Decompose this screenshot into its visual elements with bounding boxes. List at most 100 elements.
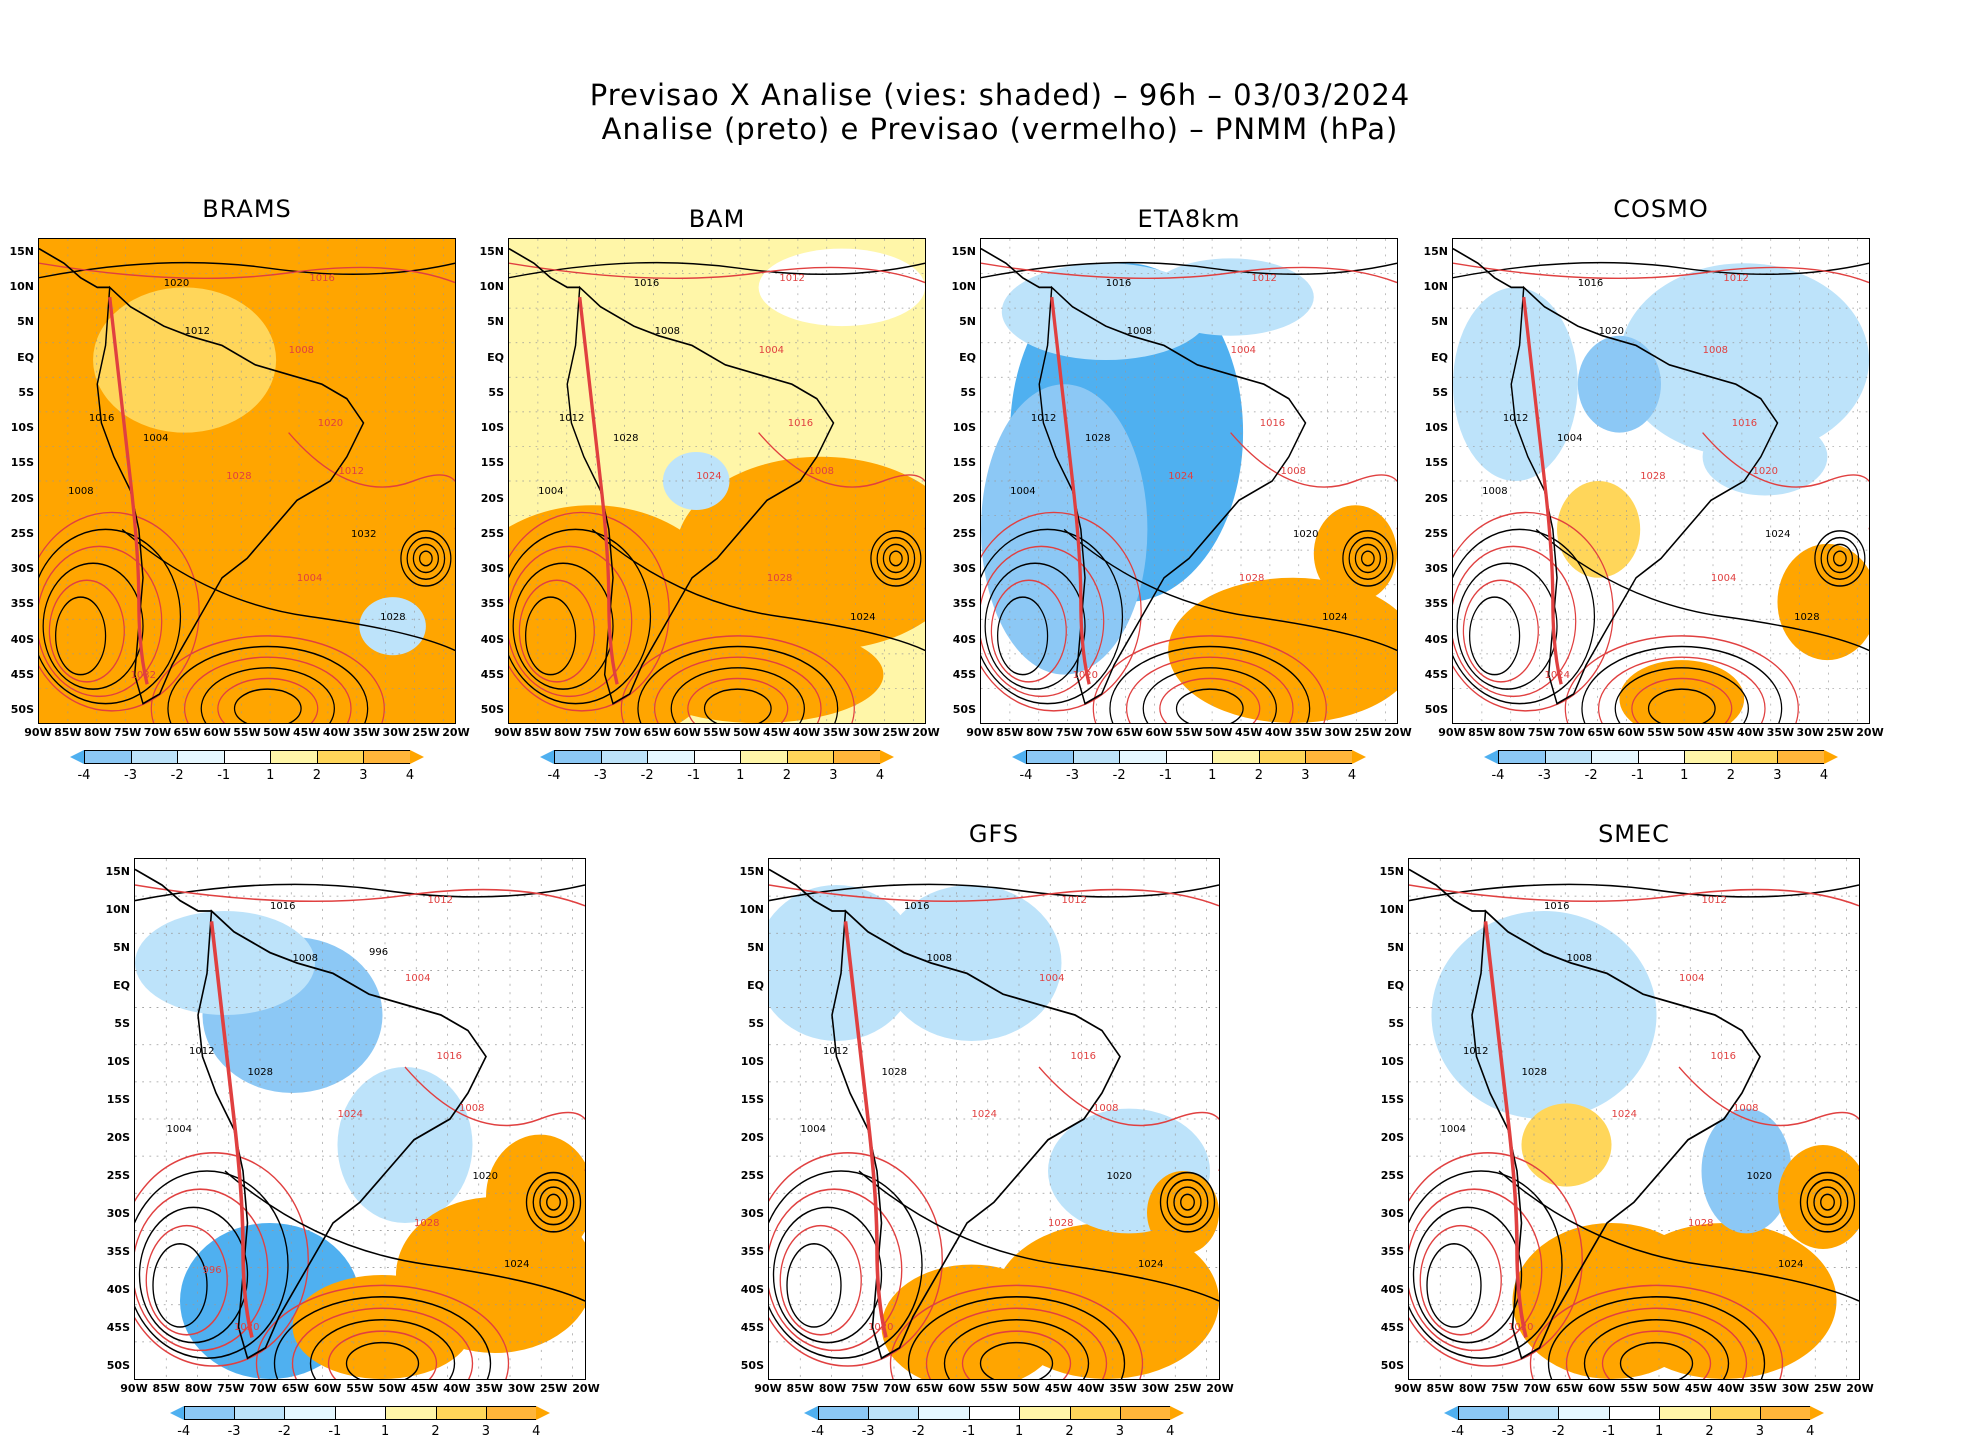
latitude-label: 20S [1380, 1131, 1404, 1144]
pressure-contour [167, 645, 369, 723]
longitude-label: 30W [1324, 726, 1352, 739]
contour-label: 996 [202, 1264, 222, 1276]
latitude-label: 5N [1431, 315, 1448, 329]
longitude-label: 55W [233, 726, 261, 739]
latitude-label: 25S [480, 526, 504, 540]
pressure-contour [150, 635, 385, 723]
colorbar-tick-label: 1 [266, 768, 275, 783]
pressure-contour [48, 579, 125, 683]
pressure-contour [509, 511, 670, 712]
pressure-contour [1453, 511, 1614, 712]
bias-colorbar: -4 -3 -2 -1 1 2 3 4 [69, 750, 424, 783]
bias-shading-area [359, 597, 426, 656]
colorbar-tick-label: 3 [1301, 768, 1310, 783]
pressure-contour [1619, 1341, 1694, 1379]
latitude-label: 25S [952, 526, 976, 540]
andes-forecast-contours [1483, 921, 1528, 1338]
latitude-label: 5N [487, 315, 504, 329]
colorbar-tick-label: -1 [1602, 1424, 1616, 1439]
colorbar-max-arrow [1352, 750, 1366, 764]
latitude-label: 45S [952, 667, 976, 681]
pressure-contour [907, 1296, 1126, 1379]
latitude-label: 40S [740, 1283, 764, 1296]
longitude-label: 75W [217, 1382, 245, 1395]
low-pressure-contour [1799, 1171, 1856, 1233]
longitude-label: 85W [152, 1382, 180, 1395]
longitude-label: 35W [1749, 1382, 1777, 1395]
colorbar-min-arrow [1443, 1406, 1458, 1420]
pressure-contour [1109, 645, 1311, 723]
low-pressure-contour [1180, 1193, 1195, 1211]
low-pressure-contour [1342, 530, 1394, 587]
colorbar-segment [83, 750, 131, 764]
contour-label: 1004 [143, 432, 169, 444]
contour-label: 1032 [351, 529, 377, 541]
pressure-contour [769, 1170, 923, 1359]
longitude-label: 20W [1384, 726, 1412, 739]
latitude-label: 10S [1380, 1055, 1404, 1068]
contour-label: 1016 [1710, 1051, 1736, 1063]
contour-label: 1020 [317, 418, 344, 430]
pressure-contour [670, 667, 805, 723]
colorbar-segment [1258, 750, 1306, 764]
latitude-label: 10S [952, 421, 976, 435]
contour-label: 1024 [1765, 529, 1791, 541]
low-pressure-contour [525, 1171, 582, 1233]
central-america-coastline [39, 247, 110, 289]
bias-shading-area [769, 885, 918, 1041]
contour-label: 1016 [1105, 277, 1132, 289]
pressure-contour [637, 645, 839, 723]
contour-label: 1028 [881, 1067, 907, 1078]
bias-shading-area [486, 1134, 585, 1260]
colorbar-tick-label: 4 [1166, 1424, 1175, 1439]
colorbar-segment [647, 750, 694, 764]
colorbar-segment [1212, 750, 1259, 764]
contour-label: 1020 [1746, 1171, 1772, 1182]
pressure-contour [984, 562, 1086, 690]
longitude-label: 70W [1557, 726, 1586, 739]
colorbar-segment [786, 750, 834, 764]
latitude-label: 30S [1424, 562, 1448, 576]
longitude-label: 75W [583, 726, 612, 739]
latitude-label: 40S [1424, 632, 1448, 646]
contour-label: 996 [369, 947, 389, 959]
longitude-label: 30W [507, 1382, 536, 1395]
latitude-label: 15S [10, 456, 34, 470]
contour-label: 1004 [1010, 485, 1036, 497]
colorbar-segment [183, 1406, 235, 1420]
pressure-contour [1038, 1066, 1219, 1171]
central-america-coastline [135, 868, 212, 912]
longitude-label: 40W [792, 726, 821, 739]
contour-label: 1020 [1106, 1171, 1132, 1182]
colorbar-tick-label: 1 [381, 1424, 390, 1439]
longitude-label: 40W [322, 726, 351, 739]
latitude-label: 45S [740, 1321, 764, 1334]
map-frame: 1016 1016 1012 1012 1008 1008 1004 1004 1028 1028… [768, 858, 1220, 1380]
low-pressure-contour [419, 550, 433, 567]
longitude-label: 30W [1781, 1382, 1810, 1395]
pressure-contour [1702, 432, 1869, 530]
contour-label: 1020 [1752, 466, 1778, 478]
longitude-label: 70W [613, 726, 642, 739]
bias-shading-area [633, 626, 884, 723]
low-pressure-contour [546, 1193, 561, 1211]
pressure-contour [1631, 677, 1733, 723]
colorbar-tick-label: -1 [687, 768, 701, 783]
contour-label: 1024 [1168, 471, 1194, 483]
colorbar-tick-label: 4 [532, 1424, 541, 1439]
low-pressure-contour [1166, 1179, 1209, 1226]
latitude-label: 5S [1388, 1017, 1404, 1030]
pressure-contour [121, 528, 455, 652]
low-pressure-contour [406, 536, 446, 580]
colorbar-tick-label: 1 [1015, 1424, 1024, 1439]
andes-forecast-contours [1050, 296, 1091, 685]
longitude-label: 60W [313, 1382, 342, 1395]
pressure-contour [1412, 1206, 1523, 1344]
longitude-label: 45W [762, 726, 791, 739]
colorbar-segment [817, 1406, 869, 1420]
longitude-label: 85W [1468, 726, 1496, 739]
latitude-label: 35S [106, 1245, 130, 1258]
contour-label: 1008 [1702, 345, 1729, 357]
latitude-label: 50S [10, 703, 34, 716]
colorbar-segment [1119, 1406, 1171, 1420]
